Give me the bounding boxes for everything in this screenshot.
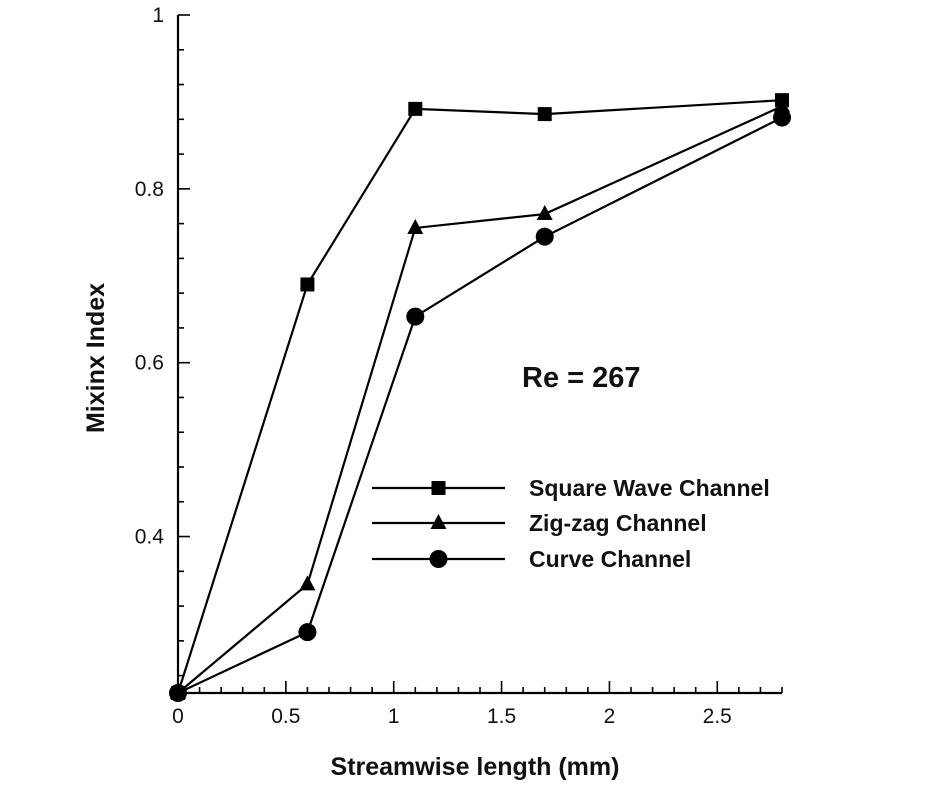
x-tick-label: 1	[388, 705, 400, 728]
circle-marker	[773, 108, 791, 127]
y-tick-label: 1	[152, 4, 164, 27]
legend-entry: Square Wave Channel	[372, 475, 770, 501]
triangle-marker	[299, 575, 316, 591]
x-axis-title: Streamwise length (mm)	[331, 753, 620, 781]
triangle-marker	[407, 218, 424, 234]
series-line	[176, 99, 783, 694]
square-marker	[537, 107, 552, 122]
y-tick-label: 0.8	[135, 178, 164, 201]
triangle-marker	[774, 97, 790, 113]
legend: Square Wave Channel Zig-zag Channel Curve …	[372, 475, 770, 572]
legend-label: Square Wave Channel	[529, 475, 770, 501]
circle-marker	[406, 307, 425, 326]
x-tick-label: 2.5	[703, 705, 732, 728]
reynolds-annotation: Re = 267	[522, 362, 641, 394]
legend-triangle-marker	[430, 514, 447, 529]
series-line	[177, 105, 783, 694]
circle-marker	[169, 684, 187, 702]
series-square	[171, 93, 789, 700]
legend-entry: Zig-zag Channel	[372, 510, 707, 536]
y-tick-label: 0.4	[135, 526, 165, 549]
circle-marker	[298, 623, 317, 642]
circle-marker	[535, 227, 554, 246]
x-tick-label: 0.5	[271, 705, 300, 728]
y-axis-title: Mixinx Index	[82, 283, 110, 433]
series-layer	[169, 93, 791, 702]
square-marker	[300, 277, 315, 292]
legend-circle-marker	[429, 550, 448, 568]
axes: 0 0.5 1 1.5 2 2.5 0.4 0.6 0.8 1	[135, 4, 783, 728]
series-circle	[169, 108, 791, 702]
x-tick-label: 2	[604, 705, 616, 728]
legend-label: Zig-zag Channel	[529, 510, 707, 536]
legend-entry: Curve Channel	[372, 546, 691, 572]
legend-square-marker	[431, 481, 446, 495]
y-tick-label: 0.6	[135, 352, 164, 375]
square-marker	[408, 101, 423, 116]
legend-label: Curve Channel	[529, 546, 691, 572]
x-tick-label: 1.5	[487, 705, 516, 728]
series-triangle	[170, 97, 790, 699]
triangle-marker	[536, 205, 553, 221]
x-tick-label: 0	[172, 705, 184, 728]
